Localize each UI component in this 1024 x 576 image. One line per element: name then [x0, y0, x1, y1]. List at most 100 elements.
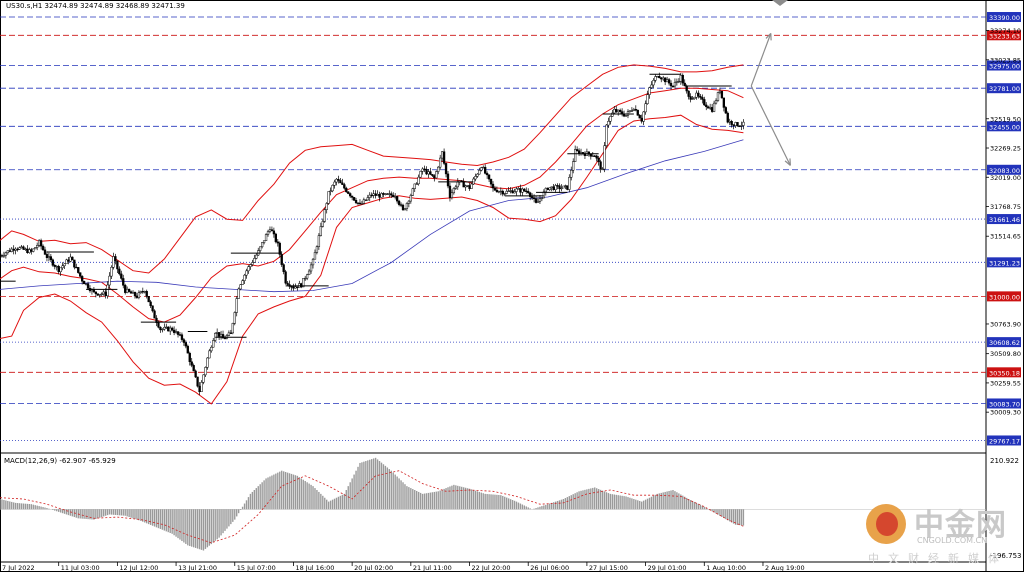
candle-body	[315, 246, 319, 253]
candle-body	[49, 256, 53, 261]
price-tick-label: 32269.25	[990, 145, 1021, 153]
candle-body	[53, 265, 56, 267]
candle-body	[313, 252, 317, 260]
time-tick-label: 21 Jul 11:00	[413, 564, 452, 572]
candle-body	[525, 190, 528, 193]
candle-body	[266, 231, 270, 235]
candle-body	[679, 74, 682, 82]
candle-body	[626, 111, 630, 116]
candle-body	[646, 94, 649, 104]
candle-body	[671, 85, 675, 88]
macd-signal-line	[0, 470, 744, 544]
candle-body	[300, 283, 303, 288]
candle-body	[628, 110, 632, 112]
level-label-bg	[987, 121, 1021, 132]
candle-body	[172, 329, 176, 333]
candle-body	[352, 197, 356, 201]
candle-body	[180, 334, 184, 340]
candle-body	[284, 271, 287, 284]
candle-body	[462, 181, 465, 188]
candle-body	[562, 185, 565, 189]
shift-marker-icon	[772, 0, 788, 6]
candle-body	[622, 114, 626, 117]
candle-body	[619, 109, 622, 112]
candle-body	[61, 265, 64, 269]
price-tick-label: 30509.80	[990, 350, 1021, 358]
candle-body	[728, 121, 731, 123]
candle-body	[435, 171, 438, 179]
candle-body	[540, 197, 544, 200]
candle-body	[501, 190, 504, 195]
time-tick-label: 20 Jul 02:00	[354, 564, 393, 572]
candle-body	[116, 260, 119, 270]
candle-body	[182, 339, 186, 343]
candle-body	[122, 278, 125, 286]
candle-body	[208, 350, 211, 359]
candle-body	[135, 295, 139, 298]
candle-body	[127, 288, 131, 292]
candle-body	[169, 327, 172, 332]
candle-body	[382, 193, 385, 195]
time-tick-label: 27 Jul 15:00	[589, 564, 628, 572]
candle-body	[196, 376, 199, 387]
candle-body	[126, 288, 129, 293]
candle-body	[75, 266, 78, 269]
candle-body	[184, 342, 188, 347]
candle-body	[147, 296, 150, 303]
candle-body	[20, 246, 23, 248]
level-label: 32781.00	[989, 85, 1020, 93]
candle-body	[167, 326, 170, 332]
candle-body	[198, 385, 201, 393]
level-label: 31000.00	[989, 293, 1020, 301]
candle-body	[339, 180, 342, 184]
level-label-bg	[987, 398, 1021, 409]
bollinger-lower-line	[0, 114, 744, 405]
candle-body	[564, 185, 567, 187]
candle-body	[710, 107, 714, 112]
candle-body	[405, 203, 409, 209]
time-tick-label: 18 Jul 16:00	[295, 564, 334, 572]
candle-body	[442, 151, 446, 164]
candle-body	[276, 241, 279, 244]
candle-body	[605, 124, 608, 146]
candle-body	[517, 188, 520, 190]
candle-body	[14, 248, 17, 251]
candle-body	[701, 97, 704, 100]
level-label: 33390.00	[989, 14, 1020, 22]
candle-body	[153, 310, 156, 319]
candle-body	[262, 240, 266, 243]
candle-body	[722, 97, 725, 108]
candle-body	[662, 77, 665, 80]
time-tick-label: 11 Jul 03:00	[61, 564, 100, 572]
candle-body	[296, 286, 299, 288]
candle-body	[350, 195, 354, 198]
candle-body	[560, 187, 563, 190]
candle-body	[112, 256, 115, 268]
level-label-bg	[987, 60, 1021, 71]
candle-body	[427, 171, 430, 175]
candle-body	[255, 254, 258, 259]
candle-body	[190, 361, 193, 366]
candle-body	[239, 284, 242, 290]
candle-body	[689, 96, 692, 100]
candle-body	[399, 204, 403, 206]
projection-arrow-head-icon	[765, 32, 772, 41]
candle-body	[468, 185, 471, 189]
candle-body	[423, 168, 426, 170]
candle-body	[104, 291, 107, 297]
candle-body	[658, 76, 661, 79]
candle-body	[30, 249, 33, 252]
watermark: 中金网 CNGOLD.COM.CN 中文财经新媒体	[862, 500, 1012, 570]
candle-body	[286, 282, 289, 285]
candle-body	[102, 291, 105, 295]
candle-body	[484, 166, 487, 174]
candle-body	[521, 188, 524, 193]
macd-label: MACD(12,26,9) -62.907 -65.929	[4, 457, 116, 465]
candle-body	[137, 292, 141, 298]
candle-body	[714, 100, 718, 104]
candle-body	[376, 194, 379, 196]
candle-body	[292, 286, 295, 289]
candle-body	[530, 196, 534, 198]
level-label: 30083.70	[989, 400, 1020, 408]
candle-body	[482, 166, 485, 169]
